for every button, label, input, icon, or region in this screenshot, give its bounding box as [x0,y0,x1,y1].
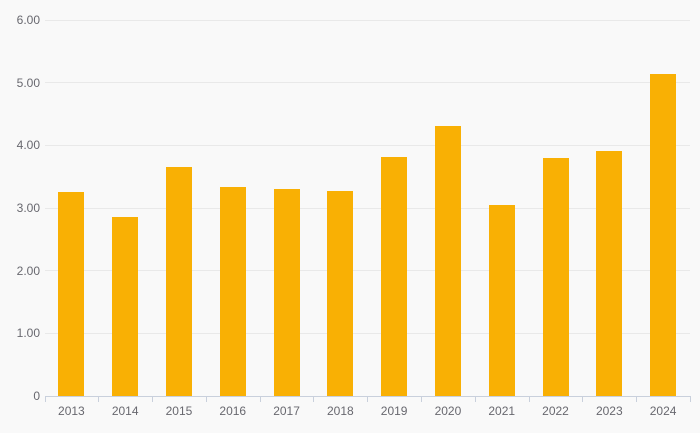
y-axis-label: 2.00 [16,263,40,278]
y-axis-label: 3.00 [16,201,40,215]
gridline-2.00 [44,270,690,272]
y-axis-label: 1.00 [16,326,40,341]
gridline-4.00 [44,144,690,146]
bar-2015[interactable] [165,167,192,396]
x-axis-label-2013: 2013 [58,404,85,418]
x-axis-label-2023: 2023 [595,404,623,418]
y-axis-label: 0 [33,389,40,403]
gridline-3.00 [44,207,690,209]
x-axis-label-2019: 2019 [380,404,408,418]
y-axis-label: 5.00 [16,75,40,90]
x-axis-tick [474,396,476,402]
y-axis-label: 4.00 [16,138,40,153]
x-axis-label-2022: 2022 [542,404,569,418]
gridline-1.00 [44,332,690,334]
x-axis-tick [44,396,46,402]
x-axis-label-2014: 2014 [111,404,139,418]
bar-2021[interactable] [488,204,515,396]
x-axis-tick [367,396,369,402]
x-axis-tick [690,396,691,402]
x-axis-tick [259,396,261,402]
bar-2020[interactable] [434,125,461,396]
x-axis-label-2018: 2018 [326,404,354,418]
bar-2016[interactable] [219,186,246,396]
x-axis-tick [313,396,315,402]
x-axis-tick [528,396,530,402]
bar-2019[interactable] [381,157,408,396]
gridline-6.00 [44,19,690,21]
bar-2014[interactable] [112,216,139,396]
x-axis-label-2024: 2024 [649,404,677,418]
x-axis-tick [582,396,584,402]
x-axis-tick [421,396,423,402]
x-axis-label-2015: 2015 [165,404,193,418]
gridline-5.00 [44,82,690,84]
x-axis-label-2016: 2016 [219,404,247,418]
y-axis-label: 6.00 [16,13,40,27]
bar-2017[interactable] [273,189,300,396]
x-axis-label-2020: 2020 [434,404,462,418]
x-axis-label-2021: 2021 [488,404,516,418]
bar-2023[interactable] [596,150,623,396]
x-axis-tick [636,396,638,402]
x-axis-tick [98,396,100,402]
x-axis-tick [205,396,207,402]
x-axis-tick [152,396,154,402]
bar-2018[interactable] [327,191,354,396]
bar-2024[interactable] [650,73,677,396]
x-axis-label-2017: 2017 [273,404,300,418]
bar-2022[interactable] [542,158,569,396]
bar-2013[interactable] [58,192,85,396]
